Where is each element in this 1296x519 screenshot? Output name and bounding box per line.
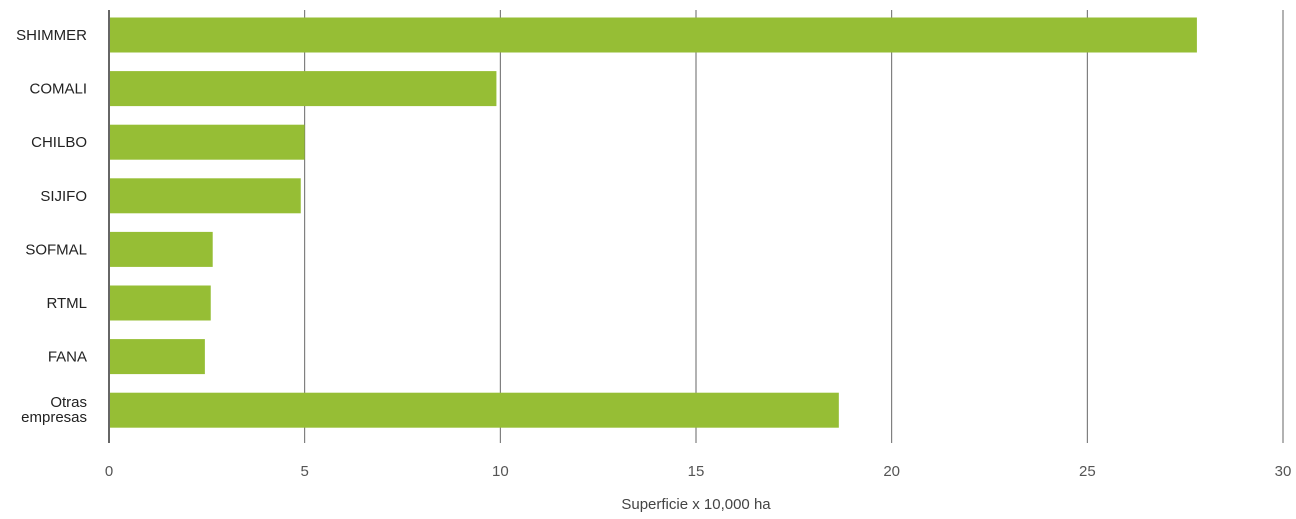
bar-fana	[110, 339, 205, 375]
category-label-sofmal: SOFMAL	[25, 241, 87, 258]
bar-otras-empresas	[110, 392, 839, 428]
x-tick-label-15: 15	[688, 463, 705, 480]
bar-comali	[110, 71, 497, 107]
bar-chilbo	[110, 124, 305, 160]
bar-sofmal	[110, 231, 213, 267]
category-labels: SHIMMER COMALI CHILBO SIJIFO SOFMAL RTML FANA O…	[16, 27, 87, 426]
bars	[110, 17, 1197, 428]
category-label-rtml: RTML	[46, 295, 87, 312]
category-label-comali: COMALI	[29, 81, 87, 98]
x-tick-label-0: 0	[105, 463, 113, 480]
category-label-chilbo: CHILBO	[31, 134, 87, 151]
gridlines	[304, 10, 1284, 443]
x-tick-label-20: 20	[883, 463, 900, 480]
bar-rtml	[110, 285, 211, 321]
x-axis-title: Superficie x 10,000 ha	[621, 496, 771, 513]
x-tick-label-10: 10	[492, 463, 509, 480]
x-tick-label-25: 25	[1079, 463, 1096, 480]
x-tick-label-30: 30	[1275, 463, 1292, 480]
category-label-shimmer: SHIMMER	[16, 27, 87, 44]
category-label-otras-empresas: Otras empresas	[21, 394, 87, 426]
category-label-fana: FANA	[48, 349, 87, 366]
x-tick-label-5: 5	[300, 463, 308, 480]
x-tick-labels: 0 5 10 15 20 25 30	[105, 463, 1292, 480]
category-label-sijifo: SIJIFO	[40, 188, 87, 205]
bar-sijifo	[110, 178, 301, 214]
bar-shimmer	[110, 17, 1197, 53]
